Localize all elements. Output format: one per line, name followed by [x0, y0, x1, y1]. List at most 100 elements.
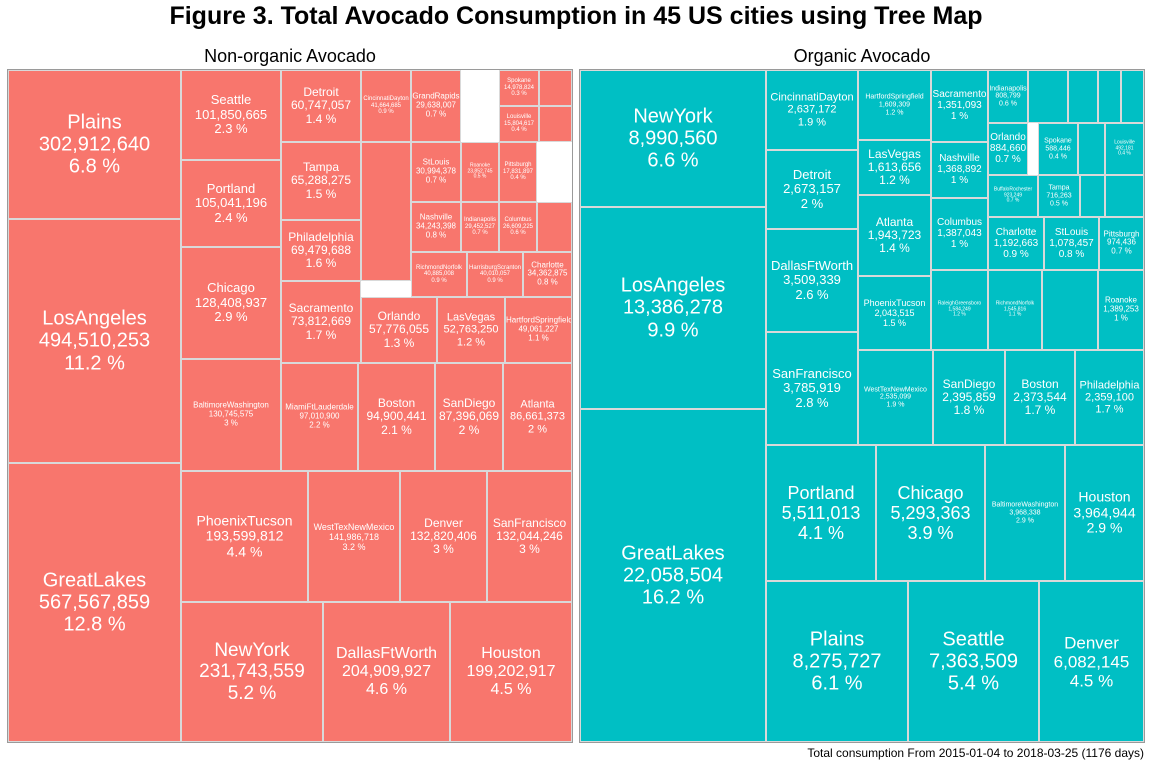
tile-pct: 0.8 % [537, 277, 558, 287]
tile-name: SanDiego [442, 395, 496, 410]
treemap-tile: MiamiFtLauderdale 97,010,900 2.2 % [281, 363, 358, 471]
tile-name: Columbus [504, 216, 532, 223]
tile-value: 3,964,944 [1073, 504, 1136, 521]
tile-name: DallasFtWorth [335, 645, 438, 663]
tile-pct: 1.6 % [305, 256, 337, 271]
tile-pct: 2 % [800, 195, 824, 211]
tile-value: 1,545,816 [1003, 306, 1027, 313]
tile-value: 1,078,457 [1049, 237, 1094, 249]
treemap-tile: Denver 6,082,145 4.5 % [1039, 581, 1144, 742]
tile-name: Orlando [377, 308, 421, 323]
tile-value: 1,351,093 [937, 100, 982, 112]
treemap-tile: HarrisburgScranton 40,010,057 0.9 % [467, 252, 523, 297]
tile-value: 97,010,900 [299, 411, 340, 421]
tile-pct: 1.8 % [953, 403, 985, 418]
treemap-tile-unlabeled [1042, 270, 1098, 350]
treemap-tile: Houston 199,202,917 4.5 % [450, 602, 572, 742]
tile-pct: 2.2 % [309, 420, 330, 430]
treemap-tile: Nashville 1,368,892 1 % [931, 142, 988, 198]
tile-pct: 1.7 % [305, 327, 337, 342]
tile-value: 94,900,441 [366, 409, 427, 424]
tile-value: 1,368,892 [937, 164, 982, 176]
tile-pct: 11.2 % [64, 352, 125, 375]
treemap-tile: Pittsburgh 17,831,897 0.4 % [499, 142, 537, 202]
tile-name: Spokane [1044, 137, 1072, 145]
tile-name: HartfordSpringfield [506, 315, 572, 325]
tile-pct: 1 % [1114, 313, 1128, 323]
tile-pct: 0.7 % [425, 109, 447, 119]
tile-value: 34,243,398 [415, 221, 457, 231]
tile-pct: 0.7 % [1006, 197, 1020, 204]
treemap-tile: Philadelphia 69,479,688 1.6 % [281, 220, 361, 281]
treemap-tile: Plains 8,275,727 6.1 % [766, 581, 908, 742]
tile-pct: 16.2 % [641, 586, 705, 609]
treemap-tile: Portland 105,041,196 2.4 % [181, 160, 281, 247]
tile-name: StLouis [422, 157, 450, 167]
tile-name: Portland [206, 180, 256, 196]
tile-name: Tampa [1048, 184, 1070, 192]
treemap-tile: HartfordSpringfield 1,609,309 1.2 % [858, 70, 931, 140]
tile-value: 7,363,509 [929, 650, 1018, 673]
tile-pct: 0.9 % [1003, 249, 1029, 261]
tile-value: 87,396,069 [438, 409, 500, 424]
treemap-tile-unlabeled [1098, 70, 1121, 123]
tile-value: 1,609,309 [878, 101, 911, 109]
tile-name: Pittsburgh [1103, 229, 1140, 239]
tile-name: LosAngeles [620, 274, 726, 297]
tile-name: Columbus [936, 217, 983, 229]
treemap-tile-unlabeled [361, 142, 411, 281]
tile-pct: 1.9 % [797, 116, 827, 129]
tile-name: WestTexNewMexico [864, 385, 927, 393]
tile-pct: 1.4 % [879, 241, 910, 256]
tile-value: 60,747,057 [290, 98, 352, 113]
tile-value: 2,395,859 [942, 389, 996, 404]
tile-pct: 2.9 % [214, 309, 248, 325]
tile-name: Tampa [302, 159, 340, 174]
treemap-tile: Sacramento 1,351,093 1 % [931, 70, 988, 142]
tile-pct: 3 % [519, 542, 540, 557]
treemap-tile: Charlotte 1,192,663 0.9 % [988, 217, 1044, 270]
tile-value: 13,386,278 [622, 296, 724, 319]
tile-pct: 1.2 % [879, 173, 910, 188]
tile-name: Plains [809, 627, 865, 650]
tile-value: 26,609,225 [502, 223, 534, 230]
tile-value: 1,943,723 [867, 227, 922, 242]
treemap-tile: GrandRapids 29,638,007 0.7 % [411, 70, 461, 142]
tile-pct: 0.7 % [472, 230, 488, 237]
tile-name: Plains [67, 110, 122, 133]
tile-pct: 0.6 % [510, 230, 526, 237]
tile-name: SanFrancisco [772, 365, 852, 381]
tile-name: Charlotte [531, 260, 564, 270]
treemap-tile: StLouis 1,078,457 0.8 % [1044, 217, 1099, 270]
tile-name: Nashville [939, 153, 980, 165]
chart-title: Figure 3. Total Avocado Consumption in 4… [169, 2, 983, 30]
tile-value: 494,510,253 [38, 329, 151, 352]
tile-name: NewYork [214, 640, 290, 662]
tile-pct: 6.6 % [647, 149, 699, 172]
treemap-tile: Indianapolis 29,452,527 0.7 % [461, 202, 499, 252]
tile-value: 6,082,145 [1053, 651, 1130, 671]
tile-name: DallasFtWorth [770, 257, 854, 273]
tile-pct: 0.5 % [1050, 199, 1068, 207]
tile-name: Louisville [506, 113, 532, 120]
tile-value: 302,912,640 [38, 133, 151, 156]
treemap-tile: GreatLakes 567,567,859 12.8 % [8, 463, 181, 742]
tile-pct: 4.4 % [226, 543, 263, 560]
treemap-tile: Orlando 884,660 0.7 % [988, 123, 1028, 175]
tile-value: 105,041,196 [194, 195, 268, 211]
tile-value: 41,664,685 [370, 102, 402, 109]
tile-pct: 0.8 % [1058, 249, 1085, 261]
tile-name: Detroit [792, 166, 832, 182]
tile-pct: 0.4 % [511, 127, 527, 134]
tile-name: RichmondNorfolk [415, 264, 463, 271]
tile-value: 101,850,665 [194, 106, 268, 122]
tile-name: Louisville [1114, 139, 1135, 146]
tile-name: Indianapolis [989, 84, 1027, 92]
tile-pct: 1.4 % [305, 111, 337, 126]
tile-pct: 1 % [950, 175, 969, 187]
tile-pct: 0.4 % [1118, 150, 1131, 157]
tile-pct: 4.6 % [366, 680, 407, 698]
tile-value: 199,202,917 [466, 663, 556, 681]
tile-value: 204,909,927 [342, 663, 431, 681]
tile-name: GreatLakes [42, 568, 147, 591]
